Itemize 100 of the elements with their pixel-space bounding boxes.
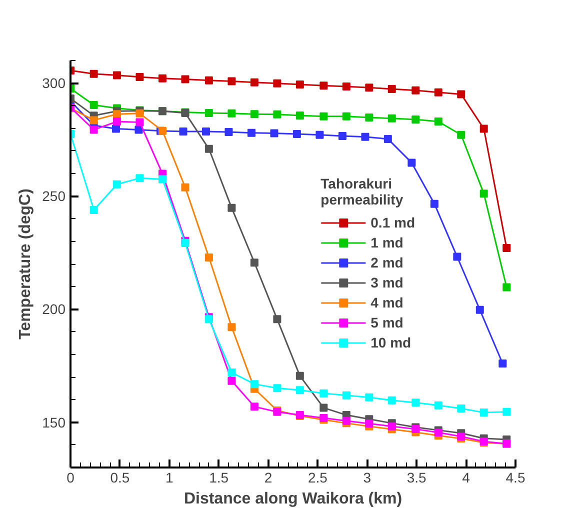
point	[338, 132, 346, 140]
point	[179, 128, 188, 136]
point	[365, 420, 374, 428]
point	[457, 404, 466, 412]
point	[412, 398, 420, 407]
point	[457, 90, 466, 98]
point	[181, 183, 190, 192]
point	[434, 88, 442, 96]
point	[453, 252, 462, 261]
point	[502, 244, 511, 252]
point	[296, 80, 304, 88]
point	[112, 110, 121, 118]
legend-label: 5 md	[370, 314, 404, 330]
point	[342, 82, 350, 91]
point	[502, 283, 511, 292]
point	[342, 416, 350, 425]
x-tick-label: 1	[165, 470, 174, 486]
y-tick-label: 300	[42, 75, 66, 92]
point	[112, 180, 121, 188]
point	[90, 101, 98, 110]
point	[365, 84, 374, 92]
point	[228, 368, 236, 377]
x-tick-label: 1.5	[209, 470, 229, 486]
point	[365, 393, 374, 402]
point	[296, 386, 304, 394]
point	[90, 116, 98, 124]
point	[273, 315, 282, 324]
point	[158, 175, 166, 184]
point	[112, 71, 121, 80]
point	[457, 130, 466, 139]
point	[498, 359, 507, 368]
point	[250, 380, 258, 388]
legend-label: 3 md	[370, 274, 404, 290]
x-tick-label: 0	[66, 470, 75, 486]
point	[158, 74, 166, 82]
point	[250, 78, 258, 86]
point	[412, 116, 420, 124]
point	[273, 384, 282, 392]
point	[228, 323, 236, 332]
point	[296, 111, 304, 120]
point	[204, 76, 213, 84]
x-tick-label: 2.5	[308, 470, 328, 486]
point	[434, 118, 442, 126]
y-axis-title: Temperature (degC)	[17, 188, 34, 340]
point	[250, 402, 258, 411]
point	[270, 129, 278, 138]
point	[136, 73, 144, 82]
point	[204, 108, 213, 117]
point	[502, 408, 511, 416]
point	[202, 128, 210, 136]
y-tick-label: 250	[42, 188, 66, 204]
point	[320, 404, 328, 412]
point	[408, 158, 416, 167]
point	[388, 84, 396, 93]
x-tick-label: 3	[363, 470, 372, 486]
point	[388, 114, 396, 122]
point	[250, 110, 258, 118]
point	[320, 82, 328, 90]
legend-title: Tahorakuri permeability	[320, 175, 404, 207]
point	[316, 130, 324, 139]
point	[388, 422, 396, 430]
point	[480, 190, 488, 198]
point	[204, 144, 213, 153]
point	[247, 128, 256, 137]
point	[228, 77, 236, 86]
point	[476, 306, 484, 314]
legend-label: 10 md	[370, 334, 412, 350]
point	[136, 174, 144, 182]
x-tick-label: 4.5	[506, 470, 526, 486]
point	[228, 204, 236, 212]
point	[228, 109, 236, 118]
point	[90, 126, 98, 134]
point	[204, 253, 213, 262]
point	[250, 258, 258, 267]
point	[136, 109, 144, 118]
point	[292, 130, 301, 138]
legend-label: 0.1 md	[370, 214, 415, 230]
point	[480, 408, 488, 417]
point	[320, 389, 328, 398]
point	[90, 206, 98, 214]
x-tick-label: 0.5	[110, 470, 130, 486]
point	[273, 79, 282, 88]
legend-label: 4 md	[370, 294, 404, 310]
point	[361, 132, 370, 141]
point	[112, 124, 120, 133]
x-tick-label: 2	[264, 470, 272, 486]
x-tick-label: 3.5	[406, 470, 427, 486]
point	[365, 113, 374, 122]
point	[320, 112, 328, 120]
legend-label: 1 md	[370, 234, 404, 250]
point	[224, 128, 233, 136]
point	[90, 70, 98, 78]
point	[228, 376, 236, 385]
point	[342, 391, 350, 400]
point	[136, 118, 144, 126]
y-tick-label: 200	[42, 301, 66, 318]
x-axis-title: Distance along Waikora (km)	[184, 490, 402, 508]
point	[181, 75, 190, 84]
point	[273, 110, 282, 118]
y-tick-label: 150	[42, 414, 66, 430]
